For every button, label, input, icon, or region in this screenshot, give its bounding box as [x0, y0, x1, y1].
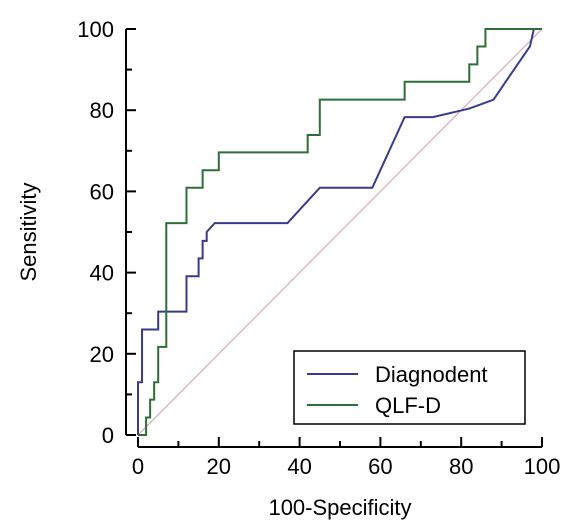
y-axis-title: Sensitivity	[16, 182, 41, 281]
reference-diagonal-line	[137, 28, 543, 436]
legend-box	[293, 350, 526, 425]
y-tick-label: 0	[102, 423, 114, 448]
y-tick-label: 80	[90, 98, 114, 123]
axes: 0 20 40 60 80 100 0 20 40 60 80 100	[77, 17, 560, 479]
y-tick-label: 60	[90, 179, 114, 204]
x-tick-label: 40	[287, 454, 311, 479]
x-tick-label: 100	[524, 454, 561, 479]
x-tick-label: 0	[132, 454, 144, 479]
series-line-diagnodent	[137, 28, 542, 435]
series-line-qlf-d	[138, 28, 542, 436]
legend: Diagnodent QLF-D	[293, 350, 526, 425]
x-tick-label: 80	[449, 454, 473, 479]
y-tick-label: 40	[90, 261, 114, 286]
plot-area	[137, 28, 543, 436]
y-tick-label: 100	[77, 17, 114, 42]
legend-label-qlfd: QLF-D	[375, 393, 441, 418]
x-axis-title: 100-Specificity	[268, 495, 411, 520]
y-tick-label: 20	[90, 342, 114, 367]
x-tick-label: 20	[207, 454, 231, 479]
legend-label-diagnodent: Diagnodent	[375, 362, 488, 387]
x-tick-label: 60	[368, 454, 392, 479]
